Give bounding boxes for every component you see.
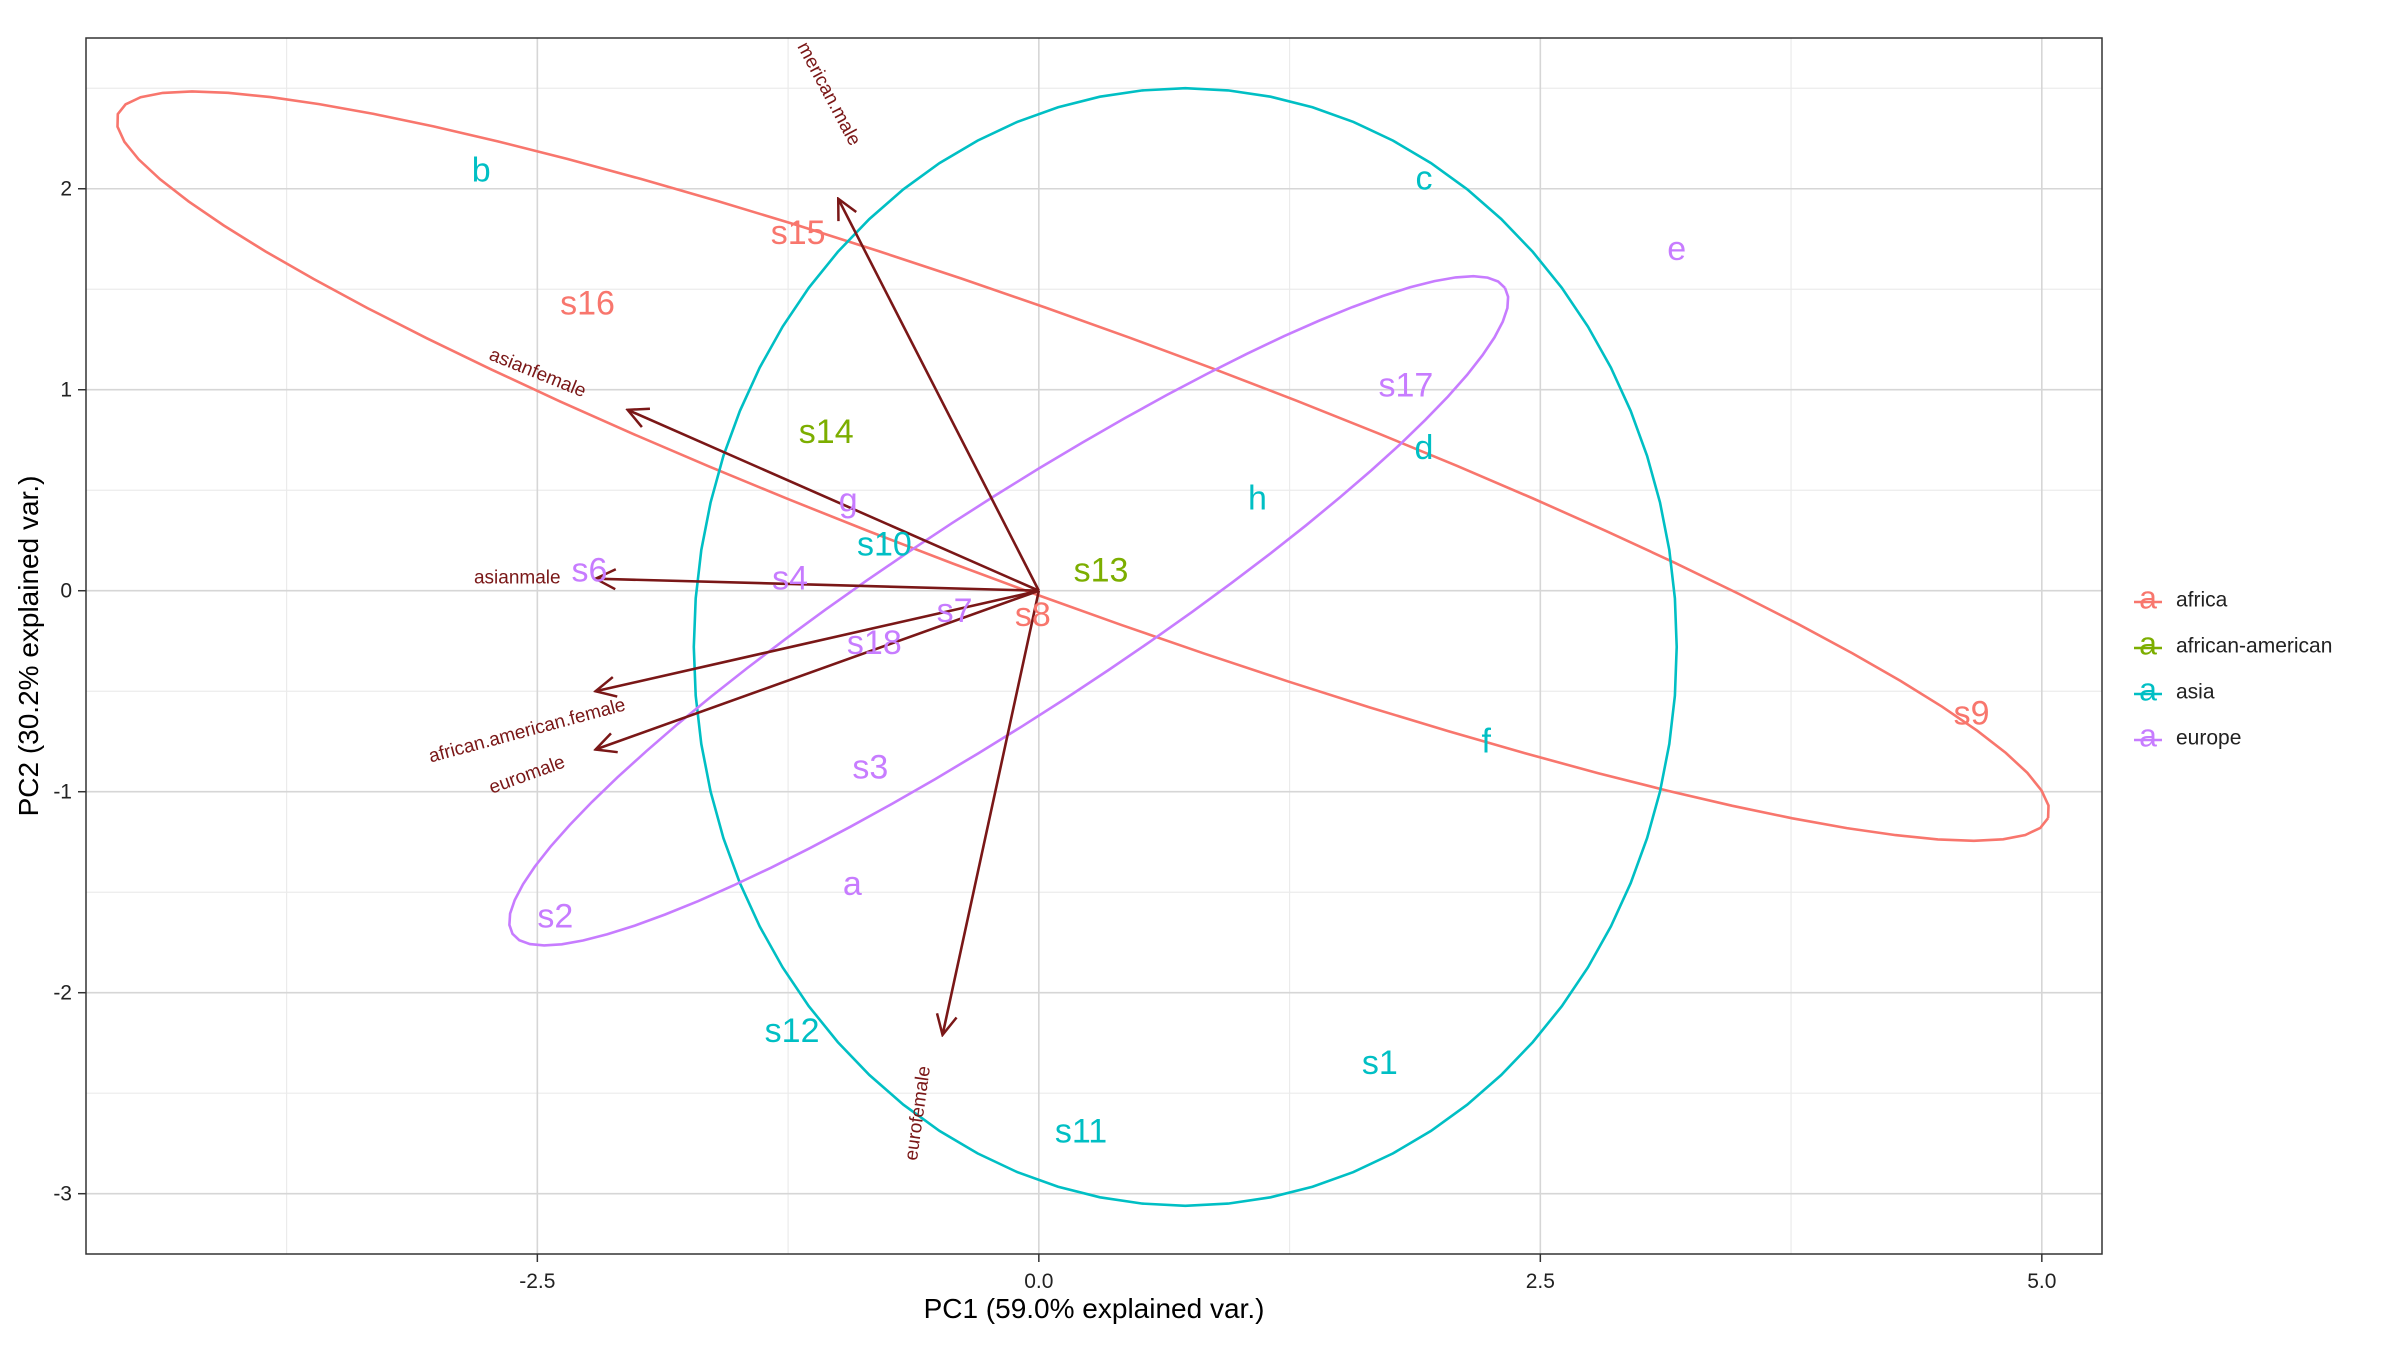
point-label-s2: s2 bbox=[537, 897, 573, 935]
y-tick-label: -2 bbox=[53, 982, 72, 1005]
point-label-d: d bbox=[1415, 429, 1434, 467]
point-label-s8: s8 bbox=[1015, 596, 1051, 634]
legend-item-african-american: a african-american bbox=[2134, 625, 2332, 661]
y-axis-title: PC2 (30.2% explained var.) bbox=[13, 476, 44, 817]
point-label-s17: s17 bbox=[1379, 367, 1434, 405]
point-label-g: g bbox=[839, 481, 858, 519]
point-label-s12: s12 bbox=[765, 1012, 820, 1050]
legend-key-glyph: a bbox=[2139, 717, 2157, 753]
y-tick-label: 0 bbox=[60, 580, 72, 603]
loading-arrow-asianmale bbox=[596, 579, 1039, 593]
loading-arrows bbox=[596, 199, 1041, 1035]
point-label-s10: s10 bbox=[857, 525, 912, 563]
legend-label: africa bbox=[2176, 589, 2228, 612]
point-label-a: a bbox=[843, 865, 862, 903]
y-tick-label: -1 bbox=[53, 781, 72, 804]
loading-arrow-euromale bbox=[596, 589, 1040, 750]
point-label-s9: s9 bbox=[1954, 694, 1990, 732]
y-axis: -3 -2 -1 0 1 2 bbox=[53, 178, 86, 1206]
loading-arrow-asianfemale bbox=[628, 410, 1040, 592]
x-tick-label: 0.0 bbox=[1024, 1270, 1053, 1293]
point-label-s11: s11 bbox=[1055, 1112, 1107, 1150]
point-label-s18: s18 bbox=[847, 624, 902, 662]
ellipses bbox=[116, 86, 2050, 1208]
legend-item-africa: a africa bbox=[2134, 579, 2228, 615]
point-label-s4: s4 bbox=[772, 560, 808, 598]
point-label-s16: s16 bbox=[560, 284, 615, 322]
y-tick-label: 2 bbox=[60, 178, 72, 201]
point-label-s13: s13 bbox=[1074, 552, 1129, 590]
point-label-b: b bbox=[472, 152, 491, 190]
point-label-e: e bbox=[1667, 230, 1686, 268]
legend-label: europe bbox=[2176, 727, 2241, 750]
point-label-s3: s3 bbox=[852, 749, 888, 787]
point-label-s6: s6 bbox=[572, 552, 608, 590]
ellipse-africa bbox=[116, 90, 2050, 843]
loading-label-asianmale: asianmale bbox=[474, 568, 561, 589]
loading-arrow-eurofemale bbox=[943, 590, 1041, 1035]
x-tick-label: 2.5 bbox=[1526, 1270, 1555, 1293]
x-tick-label: -2.5 bbox=[519, 1270, 555, 1293]
plot-panel-border bbox=[85, 37, 2103, 1255]
plot-panel bbox=[86, 38, 2102, 1254]
legend-key-glyph: a bbox=[2139, 579, 2157, 615]
point-label-h: h bbox=[1248, 479, 1267, 517]
loading-arrow-african-american-female bbox=[596, 589, 1040, 691]
point-label-s14: s14 bbox=[799, 413, 854, 451]
legend-item-europe: a europe bbox=[2134, 717, 2241, 753]
ellipse-europe bbox=[508, 274, 1510, 947]
x-tick-label: 5.0 bbox=[2027, 1270, 2056, 1293]
legend-label: african-american bbox=[2176, 635, 2332, 658]
x-axis: -2.5 0.0 2.5 5.0 bbox=[519, 1254, 2056, 1293]
ellipse-asia bbox=[692, 86, 1678, 1208]
point-label-c: c bbox=[1415, 160, 1432, 198]
legend-key-glyph: a bbox=[2139, 671, 2157, 707]
point-label-f: f bbox=[1481, 722, 1491, 760]
y-tick-label: 1 bbox=[60, 379, 72, 402]
legend-key-glyph: a bbox=[2139, 625, 2157, 661]
point-label-s7: s7 bbox=[937, 592, 973, 630]
legend-item-asia: a asia bbox=[2134, 671, 2215, 707]
legend-label: asia bbox=[2176, 681, 2215, 704]
x-axis-title: PC1 (59.0% explained var.) bbox=[924, 1293, 1265, 1324]
grid bbox=[86, 38, 2102, 1254]
data-points: s15 s16 s8 s9 s14 s13 b c d h s10 f s12 s1 s11 e s17 g s6 s… bbox=[472, 152, 1990, 1151]
y-tick-label: -3 bbox=[53, 1183, 72, 1206]
point-label-s15: s15 bbox=[771, 214, 826, 252]
loading-arrow-american-male bbox=[838, 199, 1040, 592]
point-label-s1: s1 bbox=[1362, 1044, 1398, 1082]
